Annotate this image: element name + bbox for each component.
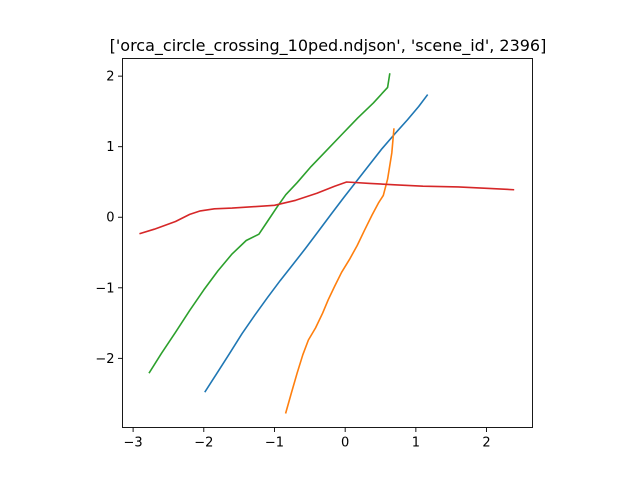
x-tick-label: −2 <box>194 436 213 451</box>
y-tick-label: −1 <box>95 281 114 296</box>
x-tick-label: −3 <box>124 436 143 451</box>
x-tick-label: 0 <box>341 436 349 451</box>
x-tick-label: 1 <box>412 436 420 451</box>
trajectory-line-3 <box>148 73 391 374</box>
x-tick-label: 2 <box>482 436 490 451</box>
chart-title: ['orca_circle_crossing_10ped.ndjson', 's… <box>110 36 547 56</box>
y-tick-label: 0 <box>106 211 114 226</box>
trajectory-line-2 <box>284 128 395 414</box>
y-tick-label: 2 <box>106 70 114 85</box>
axes-frame <box>122 58 533 428</box>
trajectory-line-4 <box>139 181 515 235</box>
x-tick-label: −1 <box>265 436 284 451</box>
y-tick-label: −2 <box>95 352 114 367</box>
y-tick-label: 1 <box>106 140 114 155</box>
tick-layer: −3 −2 −1 0 1 2 2 1 0 −1 −2 <box>95 70 490 451</box>
series-layer <box>139 73 515 414</box>
trajectory-line-1 <box>204 94 429 393</box>
